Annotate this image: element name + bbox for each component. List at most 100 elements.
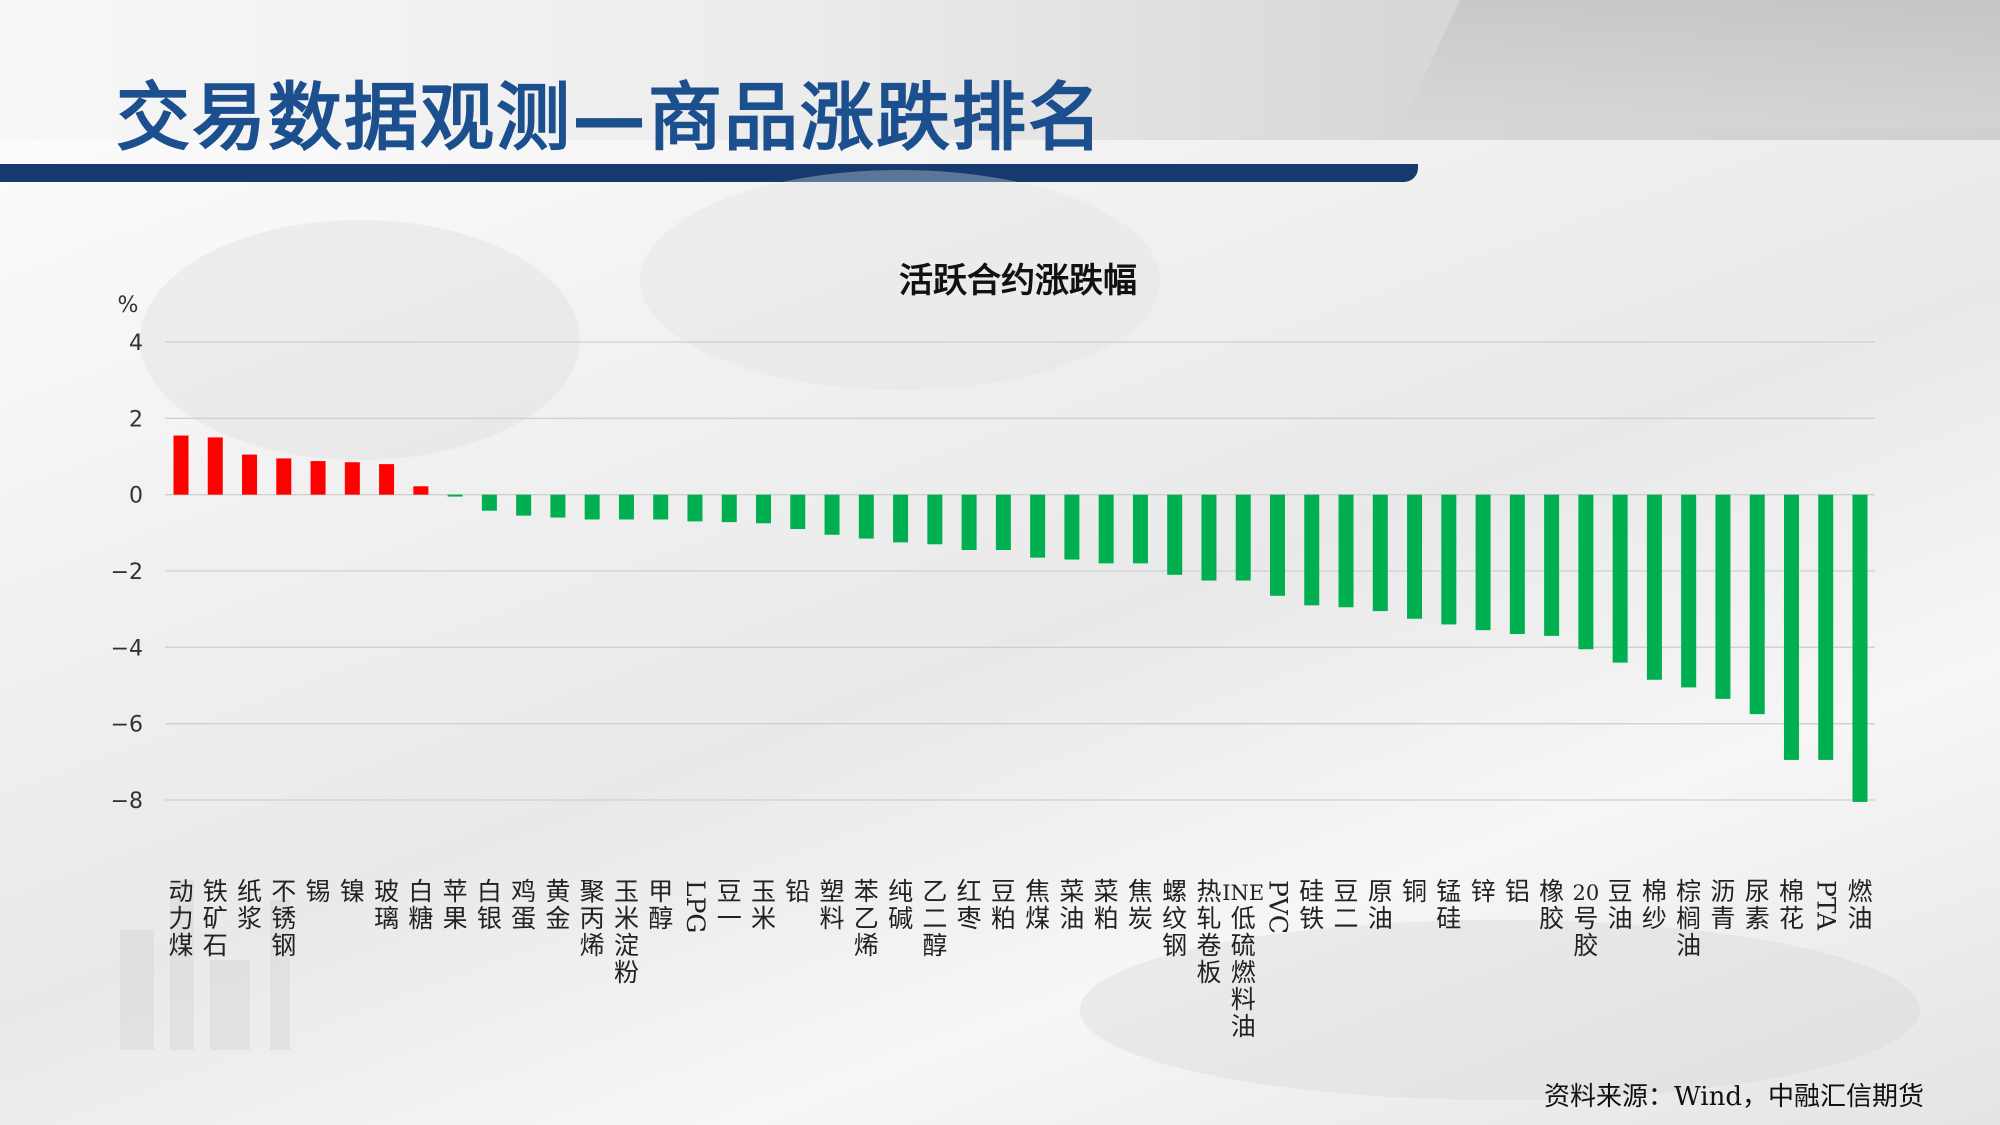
title-underline-bar <box>0 164 1418 182</box>
category-label: 热轧卷板 <box>1196 877 1221 987</box>
y-tick-label: −2 <box>111 560 143 585</box>
category-label: 燃油 <box>1847 877 1872 933</box>
category-label: 不锈钢 <box>271 877 296 960</box>
bar <box>1509 494 1525 634</box>
category-label: 锰硅 <box>1436 877 1461 933</box>
category-label: 动力煤 <box>168 877 193 960</box>
y-axis-unit: % <box>118 293 139 318</box>
bar <box>995 494 1011 551</box>
bar <box>1235 494 1251 581</box>
category-label: 20 号胶 <box>1573 881 1600 960</box>
category-label: 聚丙烯 <box>580 877 605 960</box>
category-label: 甲醇 <box>648 877 673 933</box>
category-label: 铝 <box>1505 877 1530 906</box>
page-title: 交易数据观测—商品涨跌排名 <box>116 75 1104 161</box>
bar <box>447 494 463 497</box>
bar <box>1407 494 1423 619</box>
bar <box>1269 494 1285 596</box>
category-label: 铜 <box>1402 877 1427 906</box>
bar <box>961 494 977 551</box>
bar <box>653 494 669 520</box>
bar <box>1441 494 1457 625</box>
category-label: 螺纹钢 <box>1162 877 1187 960</box>
category-label: 白银 <box>477 877 502 933</box>
category-label: 硅铁 <box>1299 877 1324 933</box>
category-label: 黄金 <box>545 877 570 933</box>
category-label: LPG <box>681 880 710 933</box>
category-label: PVC <box>1263 880 1292 934</box>
category-label: 镍 <box>340 877 365 906</box>
source-note: 资料来源：Wind，中融汇信期货 <box>1544 1082 1924 1112</box>
category-label: 原油 <box>1368 877 1393 933</box>
bar <box>207 437 223 495</box>
bar <box>276 458 292 495</box>
category-label: 棕榈油 <box>1676 877 1701 960</box>
bar <box>1201 494 1217 581</box>
category-label: 豆一 <box>717 877 742 933</box>
header-decor-tab <box>1400 0 2000 128</box>
bar <box>379 464 395 495</box>
chart-title: 活跃合约涨跌幅 <box>899 261 1137 301</box>
bar <box>1681 494 1697 688</box>
bar <box>481 494 497 511</box>
bar <box>1304 494 1320 606</box>
category-label: 焦煤 <box>1025 877 1050 933</box>
bar <box>1783 494 1799 760</box>
bar <box>824 494 840 535</box>
bar <box>1818 494 1834 760</box>
bar <box>1544 494 1560 636</box>
bar <box>687 494 703 522</box>
y-tick-label: −8 <box>111 789 143 814</box>
category-label: 豆油 <box>1608 877 1633 933</box>
category-label: 棉花 <box>1779 877 1804 933</box>
bar <box>893 494 909 543</box>
y-tick-label: 4 <box>129 331 143 356</box>
category-label: 鸡蛋 <box>511 877 536 933</box>
bar <box>790 494 806 530</box>
category-label: 菜粕 <box>1094 877 1119 933</box>
bar <box>1132 494 1148 564</box>
bar <box>1852 494 1868 802</box>
bar <box>1098 494 1114 564</box>
bar <box>413 486 429 495</box>
category-label: 锡 <box>306 877 331 906</box>
bar <box>756 494 772 524</box>
y-tick-label: 0 <box>129 484 143 509</box>
bar <box>1475 494 1491 631</box>
bar <box>550 494 566 518</box>
bar <box>1749 494 1765 715</box>
bar <box>618 494 634 520</box>
category-label: 玉米 <box>751 877 776 933</box>
bar <box>1646 494 1662 680</box>
category-label: 铅 <box>785 877 810 906</box>
bar <box>1064 494 1080 560</box>
bar <box>1338 494 1354 608</box>
category-label: PTA <box>1812 880 1841 931</box>
category-label: 菜油 <box>1059 877 1084 933</box>
category-label: 纯碱 <box>888 877 913 933</box>
category-label: 锌 <box>1471 877 1496 906</box>
category-label: 焦炭 <box>1128 877 1153 933</box>
bar <box>858 494 874 539</box>
category-label: INE 低硫燃料油 <box>1222 881 1264 1041</box>
bar <box>1372 494 1388 612</box>
bar <box>173 435 189 495</box>
y-tick-label: 2 <box>129 407 143 432</box>
category-label: 沥青 <box>1710 877 1735 933</box>
bars <box>173 435 1868 802</box>
bar <box>516 494 532 516</box>
category-label: 铁矿石 <box>203 877 228 960</box>
bar <box>1612 494 1628 663</box>
bar <box>1715 494 1731 699</box>
y-axis-ticks: 4 2 0 −2 −4 −6 −8 <box>111 331 143 814</box>
category-label: 玻璃 <box>374 877 399 933</box>
category-label: 棉纱 <box>1642 877 1667 933</box>
category-label: 苹果 <box>443 877 468 933</box>
category-label: 纸浆 <box>237 877 262 933</box>
y-tick-label: −6 <box>111 713 143 738</box>
category-label: 豆二 <box>1334 877 1359 933</box>
category-label: 橡胶 <box>1539 877 1564 933</box>
bar <box>242 454 258 495</box>
category-label: 乙二醇 <box>922 877 947 960</box>
